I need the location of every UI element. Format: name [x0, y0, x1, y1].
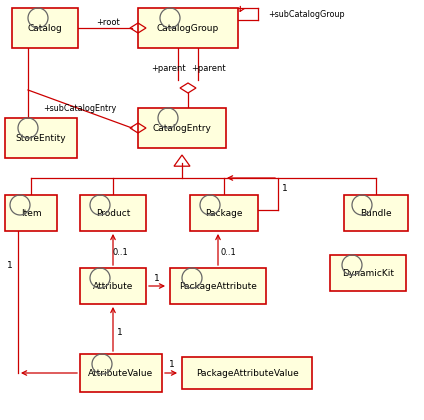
FancyBboxPatch shape	[80, 195, 146, 231]
Text: AttributeValue: AttributeValue	[88, 368, 153, 378]
FancyBboxPatch shape	[344, 195, 408, 231]
Text: Item: Item	[21, 208, 41, 218]
Text: CatalogGroup: CatalogGroup	[157, 24, 219, 32]
Text: +subCatalogGroup: +subCatalogGroup	[268, 10, 345, 18]
Text: 0..1: 0..1	[112, 247, 128, 257]
Text: +root: +root	[96, 18, 120, 26]
FancyBboxPatch shape	[190, 195, 258, 231]
Text: Product: Product	[96, 208, 130, 218]
FancyBboxPatch shape	[80, 354, 162, 392]
FancyBboxPatch shape	[138, 108, 226, 148]
Text: 1: 1	[7, 260, 13, 270]
Text: 0..1: 0..1	[220, 247, 236, 257]
Text: 1: 1	[282, 184, 288, 192]
Text: 1: 1	[154, 273, 160, 283]
Text: Bundle: Bundle	[360, 208, 392, 218]
FancyBboxPatch shape	[80, 268, 146, 304]
Text: PackageAttributeValue: PackageAttributeValue	[195, 368, 298, 378]
FancyBboxPatch shape	[5, 118, 77, 158]
FancyBboxPatch shape	[5, 195, 57, 231]
FancyBboxPatch shape	[170, 268, 266, 304]
Text: Catalog: Catalog	[28, 24, 62, 32]
FancyBboxPatch shape	[138, 8, 238, 48]
Text: +subCatalogEntry: +subCatalogEntry	[43, 103, 117, 113]
Text: Attribute: Attribute	[93, 281, 133, 291]
FancyBboxPatch shape	[182, 357, 312, 389]
Text: Package: Package	[205, 208, 243, 218]
Text: StoreEntity: StoreEntity	[16, 134, 66, 142]
FancyBboxPatch shape	[12, 8, 78, 48]
Text: DynamicKit: DynamicKit	[342, 268, 394, 278]
Text: +parent: +parent	[191, 63, 225, 73]
FancyBboxPatch shape	[330, 255, 406, 291]
Text: CatalogEntry: CatalogEntry	[153, 123, 212, 132]
Text: +parent: +parent	[151, 63, 185, 73]
Text: PackageAttribute: PackageAttribute	[179, 281, 257, 291]
Text: 1: 1	[169, 360, 175, 368]
Text: 1: 1	[117, 328, 123, 336]
